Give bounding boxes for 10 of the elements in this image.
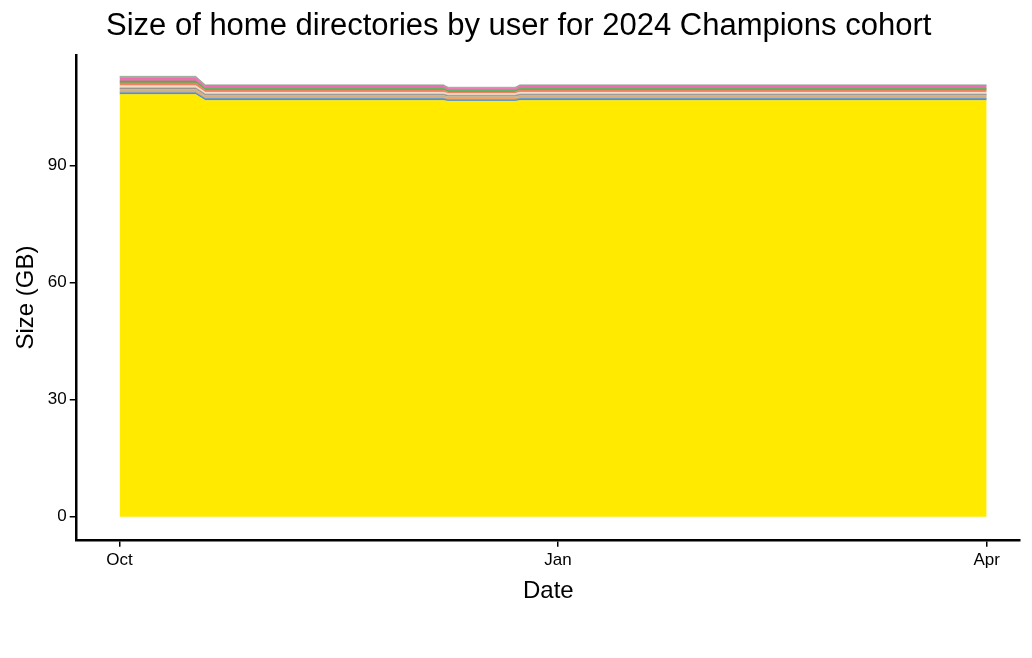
y-tick-label: 0	[57, 506, 67, 526]
y-tick-label: 60	[47, 272, 67, 292]
y-tick-label: 30	[47, 389, 67, 409]
y-tick-label: 90	[47, 155, 67, 175]
x-axis-title: Date	[523, 576, 574, 604]
x-tick-label: Apr	[973, 549, 1001, 569]
y-axis-title: Size (GB)	[11, 245, 39, 350]
chart-title: Size of home directories by user for 2024 Champions cohort	[106, 7, 933, 42]
x-tick-label: Jan	[544, 549, 572, 569]
x-tick-label: Oct	[106, 549, 134, 569]
